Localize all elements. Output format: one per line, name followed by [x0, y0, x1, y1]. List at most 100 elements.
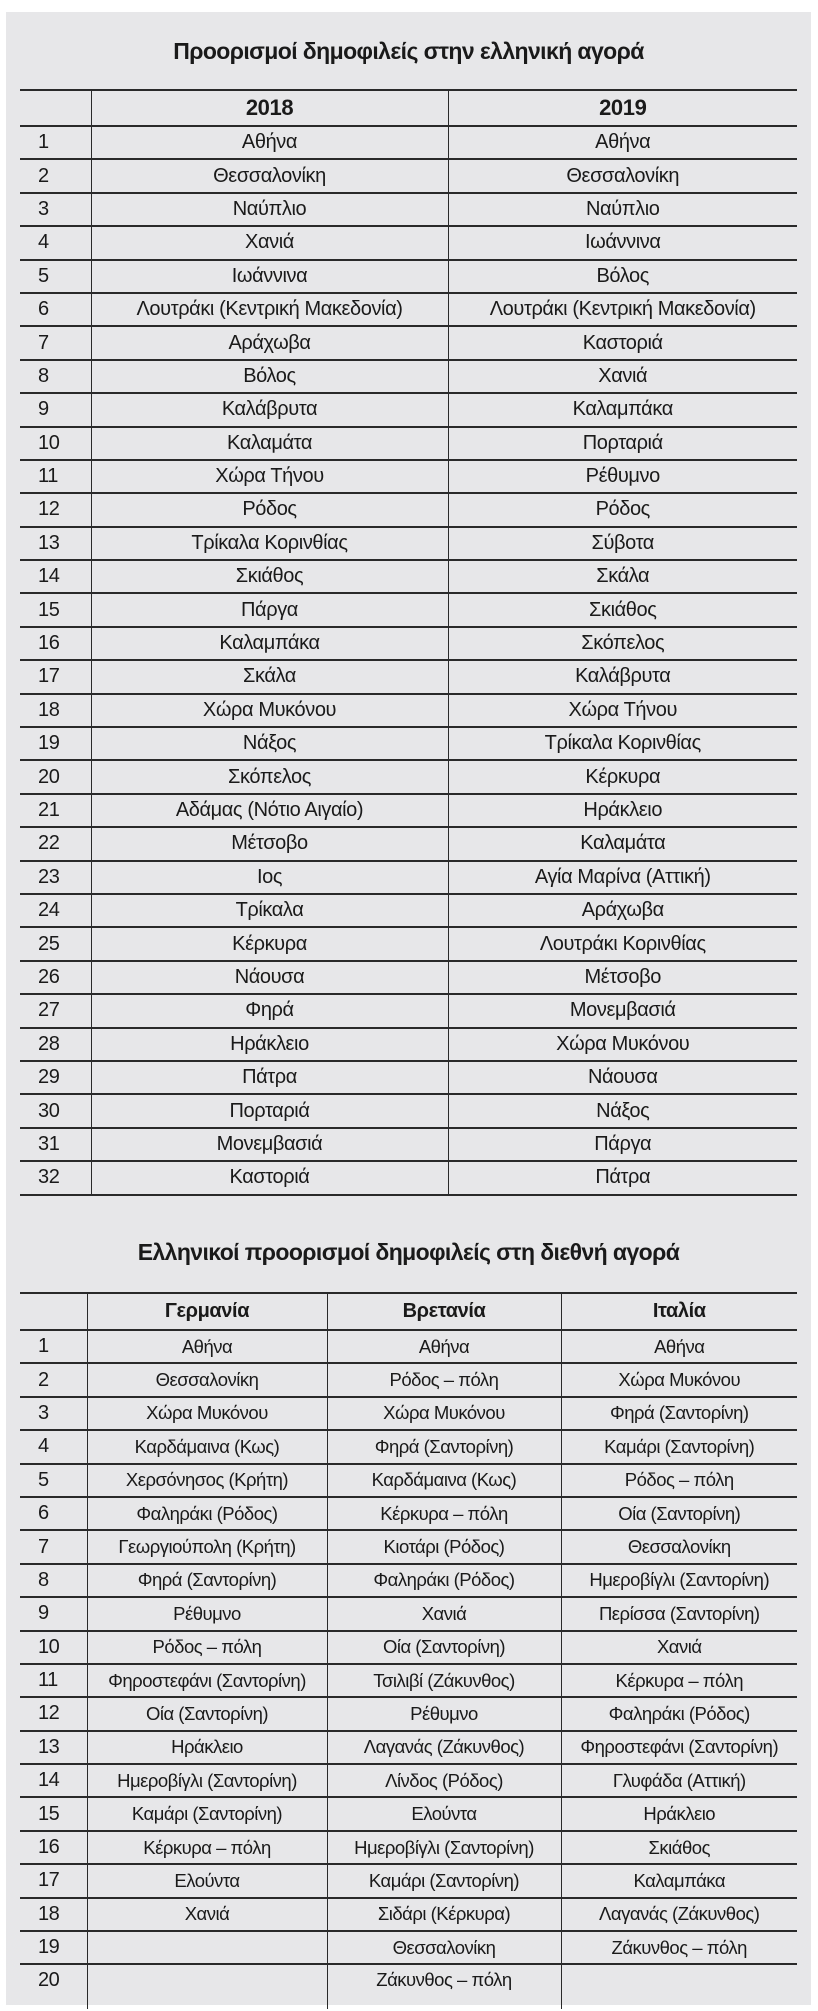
table-row: 27 Φηρά Μονεμβασιά — [20, 993, 797, 1029]
table-row: 3 Ναύπλιο Ναύπλιο — [20, 191, 797, 228]
destination-cell: Νάξος — [90, 726, 448, 762]
destination-cell: Πάτρα — [90, 1059, 448, 1096]
table-row: 16 Καλαμπάκα Σκόπελος — [20, 625, 797, 662]
destination-cell: Πάργα — [447, 1126, 797, 1163]
table-row: 15 Πάργα Σκιάθος — [20, 592, 797, 628]
destination-cell: Σκόπελος — [447, 625, 797, 662]
destination-cell: Χανιά — [447, 358, 797, 395]
destination-cell: Καρδάμαινα (Κως) — [86, 1429, 327, 1464]
rank-cell: 9 — [20, 392, 91, 428]
destination-cell: Λίνδος (Ρόδος) — [326, 1763, 561, 1798]
destination-cell: Χανιά — [326, 1596, 561, 1631]
table-row: 14 Σκιάθος Σκάλα — [20, 559, 797, 595]
rank-cell: 17 — [20, 659, 91, 695]
destination-cell: Περίσσα (Σαντορίνη) — [560, 1596, 797, 1631]
destination-cell: Ζάκυνθος – πόλη — [326, 1963, 561, 2010]
rank-cell: 27 — [20, 993, 91, 1029]
destination-cell: Πορταριά — [90, 1093, 448, 1129]
destination-cell: Χώρα Μυκόνου — [447, 1026, 797, 1062]
destination-cell: Καλάβρυτα — [90, 392, 448, 428]
column-header: Βρετανία — [326, 1292, 561, 1330]
destination-cell: Ηράκλειο — [86, 1729, 327, 1765]
destination-cell: Καρδάμαινα (Κως) — [326, 1462, 561, 1497]
destination-cell: Φηρά (Σαντορίνη) — [560, 1395, 797, 1431]
rank-cell: 11 — [20, 1662, 87, 1698]
table-row: 26 Νάουσα Μέτσοβο — [20, 959, 797, 996]
header-row: Γερμανία Βρετανία Ιταλία — [20, 1292, 797, 1330]
rank-cell: 16 — [20, 625, 91, 662]
destination-cell: Χανιά — [86, 1896, 327, 1932]
rank-cell: 18 — [20, 692, 91, 729]
domestic-table-title: Προορισμοί δημοφιλείς στην ελληνική αγορ… — [173, 38, 644, 64]
destination-cell: Ρόδος — [447, 492, 797, 528]
rank-cell: 23 — [20, 859, 91, 895]
table-row: 12 Ρόδος Ρόδος — [20, 492, 797, 528]
rank-cell: 16 — [20, 1829, 87, 1865]
table-row: 13 Τρίκαλα Κορινθίας Σύβοτα — [20, 525, 797, 562]
destination-cell: Ημεροβίγλι (Σαντορίνη) — [86, 1763, 327, 1798]
destination-cell: Καστοριά — [90, 1160, 448, 1196]
destination-cell: Φηροστεφάνι (Σαντορίνη) — [86, 1662, 327, 1698]
destination-cell: Τρίκαλα — [90, 892, 448, 929]
destination-cell: Ιωάννινα — [90, 258, 448, 294]
destination-cell: Αθήνα — [86, 1328, 327, 1364]
rank-cell: 8 — [20, 1562, 87, 1598]
destination-cell: Λουτράκι (Κεντρική Μακεδονία) — [90, 291, 448, 328]
rank-cell: 13 — [20, 525, 91, 562]
table-row: 19 Θεσσαλονίκη Ζάκυνθος – πόλη — [20, 1930, 797, 1965]
destination-cell: Κέρκυρα – πόλη — [326, 1495, 561, 1531]
table-row: 8 Φηρά (Σαντορίνη) Φαληράκι (Ρόδος) Ημεροβί… — [20, 1562, 797, 1598]
rank-cell: 8 — [20, 358, 91, 395]
destination-cell: Σύβοτα — [447, 525, 797, 562]
rank-cell: 4 — [20, 1429, 87, 1464]
table-row: 2 Θεσσαλονίκη Θεσσαλονίκη — [20, 158, 797, 194]
destination-cell: Ημεροβίγλι (Σαντορίνη) — [326, 1829, 561, 1865]
destination-cell: Λουτράκι Κορινθίας — [447, 926, 797, 962]
destination-cell: Αράχωβα — [447, 892, 797, 929]
destination-cell: Ρόδος – πόλη — [326, 1362, 561, 1397]
destination-cell: Θεσσαλονίκη — [326, 1930, 561, 1965]
destination-cell: Καμάρι (Σαντορίνη) — [326, 1863, 561, 1898]
rank-cell: 1 — [20, 1328, 87, 1364]
destination-cell: Οία (Σαντορίνη) — [560, 1495, 797, 1531]
rank-cell: 14 — [20, 1763, 87, 1798]
table-row: 18 Χανιά Σιδάρι (Κέρκυρα) Λαγανάς (Ζάκυνθος… — [20, 1896, 797, 1932]
table-row: 2 Θεσσαλονίκη Ρόδος – πόλη Χώρα Μυκόνου — [20, 1362, 797, 1397]
rank-cell: 2 — [20, 1362, 87, 1397]
table-row: 12 Οία (Σαντορίνη) Ρέθυμνο Φαληράκι (Ρόδος) — [20, 1696, 797, 1731]
destination-cell: Ρέθυμνο — [326, 1696, 561, 1731]
rank-cell: 20 — [20, 759, 91, 795]
destination-cell — [560, 1963, 797, 2010]
table-row: 29 Πάτρα Νάουσα — [20, 1059, 797, 1096]
destination-cell: Καλαμπάκα — [447, 392, 797, 428]
destination-cell: Ηράκλειο — [560, 1796, 797, 1831]
destination-cell: Μέτσοβο — [447, 959, 797, 996]
destination-cell: Ρόδος – πόλη — [560, 1462, 797, 1497]
infographic-panel: Προορισμοί δημοφιλείς στην ελληνική αγορ… — [6, 12, 811, 2010]
table-row: 19 Νάξος Τρίκαλα Κορινθίας — [20, 726, 797, 762]
destination-cell: Λουτράκι (Κεντρική Μακεδονία) — [447, 291, 797, 328]
table-row: 10 Ρόδος – πόλη Οία (Σαντορίνη) Χανιά — [20, 1629, 797, 1664]
rank-header — [20, 1292, 87, 1330]
destination-cell: Μονεμβασιά — [90, 1126, 448, 1163]
rank-cell: 12 — [20, 1696, 87, 1731]
destination-cell: Ναύπλιο — [90, 191, 448, 228]
destination-cell: Ελούντα — [326, 1796, 561, 1831]
destination-cell: Φαληράκι (Ρόδος) — [326, 1562, 561, 1598]
rank-cell: 6 — [20, 1495, 87, 1531]
rank-cell: 29 — [20, 1059, 91, 1096]
table-row: 11 Χώρα Τήνου Ρέθυμνο — [20, 458, 797, 495]
table-row: 13 Ηράκλειο Λαγανάς (Ζάκυνθος) Φηροστεφάνι … — [20, 1729, 797, 1765]
destination-cell: Ιος — [90, 859, 448, 895]
destination-cell: Ζάκυνθος – πόλη — [560, 1930, 797, 1965]
destination-cell: Βόλος — [447, 258, 797, 294]
table-row: 4 Καρδάμαινα (Κως) Φηρά (Σαντορίνη) Καμάρι … — [20, 1429, 797, 1464]
destination-cell: Τρίκαλα Κορινθίας — [90, 525, 448, 562]
destination-cell: Χώρα Τήνου — [90, 458, 448, 495]
destination-cell: Τσιλιβί (Ζάκυνθος) — [326, 1662, 561, 1698]
destination-cell: Αθήνα — [90, 124, 448, 161]
table-row: 6 Φαληράκι (Ρόδος) Κέρκυρα – πόλη Οία (Σαντ… — [20, 1495, 797, 1531]
destination-cell: Χανιά — [90, 225, 448, 261]
rank-cell: 26 — [20, 959, 91, 996]
rank-cell: 24 — [20, 892, 91, 929]
